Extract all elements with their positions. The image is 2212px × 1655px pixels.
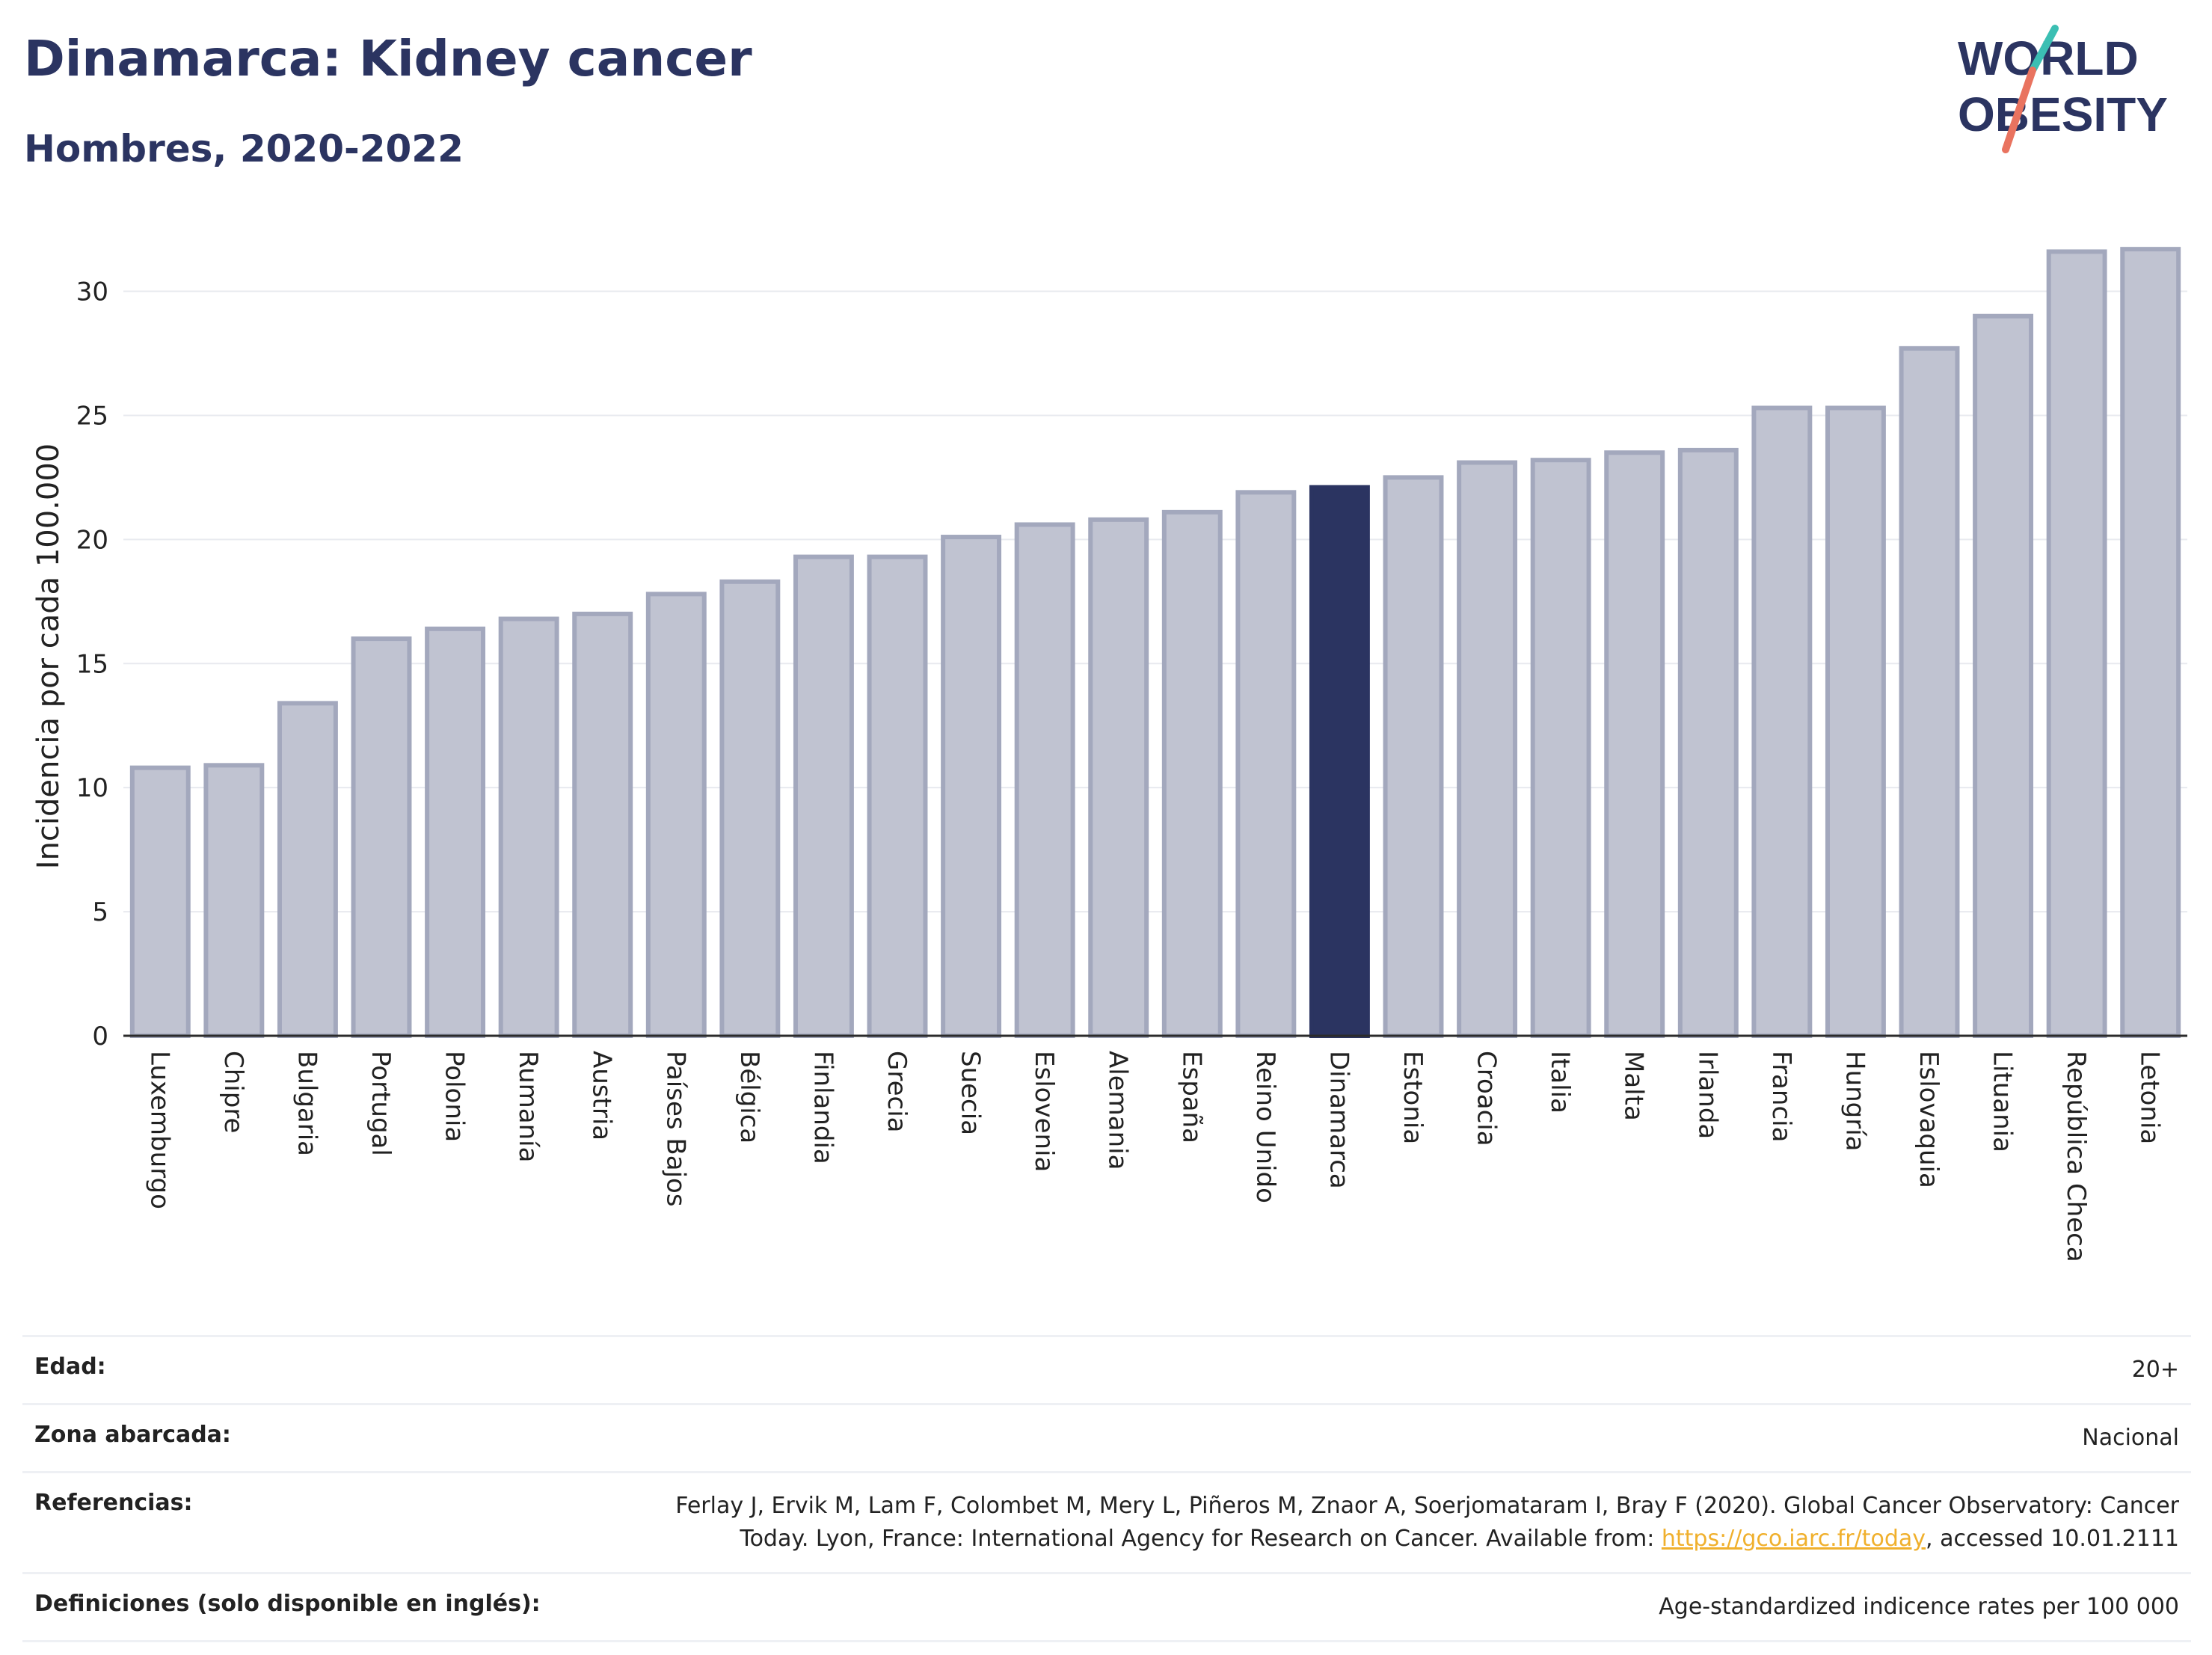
bar-rumanía [498,616,559,1038]
y-tick-label: 5 [92,897,108,927]
bar-bélgica [719,579,781,1038]
x-tick-label: Irlanda [1692,1051,1722,1139]
y-tick-label: 15 [76,649,108,679]
x-tick-label: Lituania [1988,1051,2018,1152]
svg-text:OBESITY: OBESITY [1958,87,2168,141]
x-tick-label: Polonia [440,1051,470,1142]
zone-value: Nacional [2082,1425,2179,1451]
y-tick-label: 0 [92,1022,108,1051]
y-axis-label: Incidencia por cada 100.000 [31,443,66,870]
x-tick-label: Grecia [882,1051,912,1132]
x-tick-label: Dinamarca [1324,1051,1354,1189]
references-text: Ferlay J, Ervik M, Lam F, Colombet M, Me… [675,1493,2179,1552]
definitions-value: Age-standardized indicence rates per 100… [1659,1594,2179,1620]
bar-malta [1604,450,1665,1038]
page-title: Dinamarca: Kidney cancer [24,30,752,87]
x-tick-label: Alemania [1103,1051,1133,1170]
metadata-table: Edad: 20+ Zona abarcada: Nacional Refere… [22,1335,2191,1642]
bar-bulgaria [277,701,338,1038]
x-tick-label: Estonia [1398,1051,1428,1144]
bar-polonia [425,626,486,1038]
references-accessed: , accessed 10.01.2111 [1926,1526,2179,1552]
x-tick-label: Malta [1619,1051,1649,1121]
bar-luxemburgo [129,765,191,1038]
meta-row-definitions: Definiciones (solo disponible en inglés)… [22,1572,2191,1642]
x-tick-label: Letonia [2135,1051,2165,1144]
age-value: 20+ [2131,1357,2179,1383]
x-tick-label: Chipre [218,1051,248,1133]
bar-lituania [1973,313,2034,1038]
y-tick-label: 10 [76,773,108,803]
bars [129,247,2181,1038]
x-tick-label: Italia [1545,1051,1575,1114]
y-axis-ticks: 0 5 10 15 20 25 30 [76,277,108,1051]
x-tick-label: República Checa [2061,1051,2091,1262]
bar-italia [1530,458,1591,1038]
bar-austria [572,611,633,1038]
page-subtitle: Hombres, 2020-2022 [24,127,464,171]
bar-croacia [1457,460,1518,1038]
x-tick-label: Croacia [1472,1051,1502,1146]
bar-letonia [2120,247,2181,1038]
x-tick-label: Portugal [366,1051,396,1156]
bar-alemania [1088,517,1149,1038]
bar-países-bajos [645,592,707,1038]
x-tick-label: Eslovenia [1029,1051,1059,1172]
meta-row-references: Referencias: Ferlay J, Ervik M, Lam F, C… [22,1471,2191,1572]
bar-chart: 0 5 10 15 20 25 30 Luxemburgo Chipre Bulgaria Por… [31,247,2187,1262]
bar-finlandia [793,554,854,1038]
bar-francia [1751,405,1813,1038]
y-tick-label: 30 [76,277,108,307]
x-tick-label: Suecia [956,1051,986,1135]
bar-portugal [351,636,412,1038]
bar-eslovaquia [1899,346,1960,1038]
y-tick-label: 25 [76,401,108,431]
x-tick-label: Bélgica [734,1051,764,1143]
references-value: Ferlay J, Ervik M, Lam F, Colombet M, Me… [609,1490,2179,1556]
bar-suecia [941,535,1002,1038]
bar-españa [1161,509,1223,1038]
x-tick-label: Austria [587,1051,617,1140]
meta-row-zone: Zona abarcada: Nacional [22,1403,2191,1471]
references-label: Referencias: [34,1490,193,1516]
references-link[interactable]: https://gco.iarc.fr/today [1661,1526,1926,1552]
x-tick-label: Rumanía [513,1051,543,1162]
y-tick-label: 20 [76,525,108,555]
x-tick-label: Finlandia [808,1051,838,1164]
bar-eslovenia [1014,522,1075,1038]
x-tick-label: Eslovaquia [1914,1051,1944,1188]
meta-row-age: Edad: 20+ [22,1335,2191,1403]
bar-dinamarca [1309,485,1370,1038]
bar-chipre [203,763,265,1038]
x-tick-label: Reino Unido [1250,1051,1280,1203]
age-label: Edad: [34,1354,106,1380]
bar-reino-unido [1235,490,1297,1038]
definitions-label: Definiciones (solo disponible en inglés)… [34,1591,541,1617]
bar-estonia [1383,475,1444,1038]
x-tick-label: Bulgaria [292,1051,322,1156]
x-tick-label: Francia [1766,1051,1796,1142]
world-obesity-logo: WORLD OBESITY [1958,25,2168,153]
x-tick-label: España [1176,1051,1206,1143]
bar-república-checa [2046,249,2107,1038]
x-tick-label: Luxemburgo [144,1051,174,1209]
bar-hungría [1825,405,1886,1038]
x-tick-label: Países Bajos [660,1051,690,1207]
x-tick-label: Hungría [1840,1051,1870,1152]
bar-grecia [867,554,928,1038]
zone-label: Zona abarcada: [34,1422,231,1448]
bar-irlanda [1677,447,1739,1038]
x-axis-ticks: Luxemburgo Chipre Bulgaria Portugal Polonia R… [144,1051,2164,1262]
